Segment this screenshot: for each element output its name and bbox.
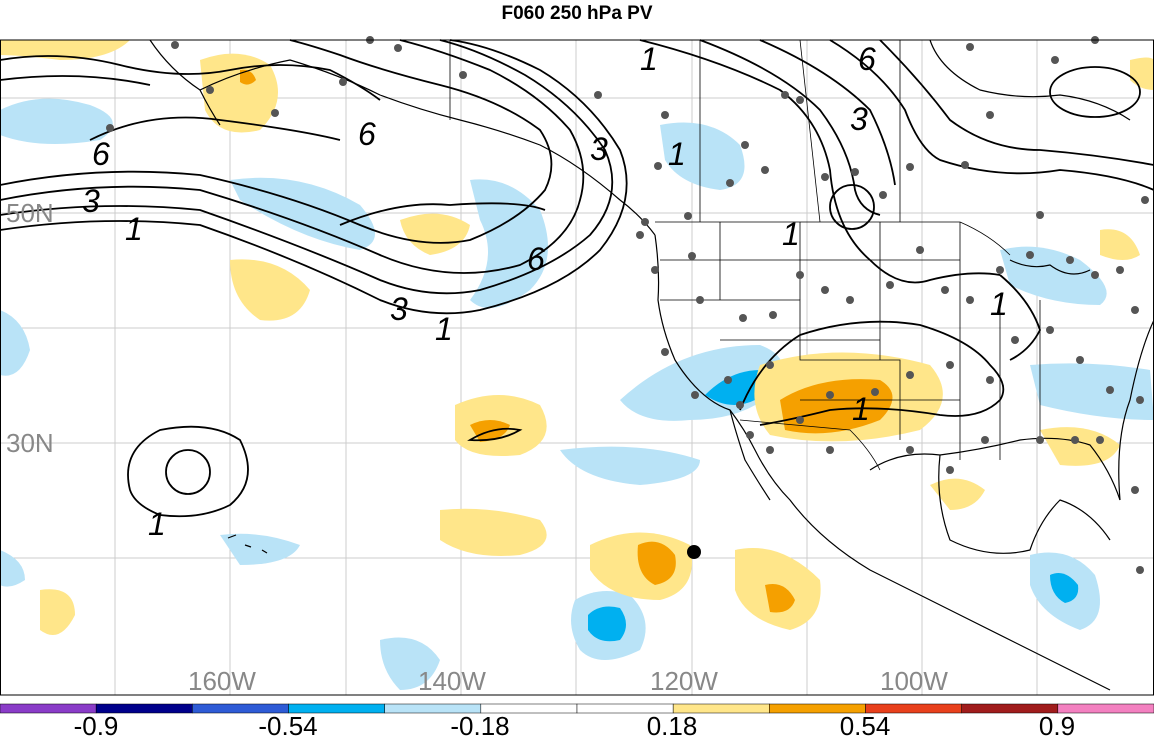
- contour-label: 1: [125, 211, 143, 247]
- neg-anomaly-region: [560, 446, 700, 485]
- colorbar-tick-label: 0.54: [840, 711, 891, 739]
- contour-label: 1: [668, 136, 686, 172]
- colorbar: [0, 703, 1154, 714]
- contour-label: 1: [990, 286, 1008, 322]
- neg-anomaly-core: [705, 370, 767, 405]
- contour-label: 6: [858, 41, 876, 77]
- contour-label: 3: [82, 183, 100, 219]
- map-area: [0, 40, 1154, 695]
- lon-label-160w: 160W: [188, 666, 256, 696]
- colorbar-swatch: [1057, 703, 1154, 714]
- pos-anomaly-core: [637, 541, 676, 585]
- station-dots: [106, 36, 1149, 574]
- neg-anomaly-region: [0, 550, 25, 587]
- contour-label: 3: [590, 131, 608, 167]
- colorbar-tick-label: -0.54: [258, 711, 317, 739]
- colorbar-tick-label: 0.9: [1039, 711, 1075, 739]
- contour-label: 6: [92, 136, 110, 172]
- pos-anomaly-region: [1100, 229, 1140, 260]
- pos-anomaly-region: [930, 478, 985, 510]
- colorbar-tick-label: 0.18: [647, 711, 698, 739]
- pos-anomaly-region: [200, 53, 278, 133]
- pos-anomaly-core: [780, 379, 893, 434]
- colorbar-tick-label: -0.9: [74, 711, 119, 739]
- contour-label: 1: [435, 311, 453, 347]
- neg-anomaly-core: [588, 606, 626, 642]
- contour-label-group: 1 6 3 6 3 1 6 3 1 6 3 1 1 1 1 1: [82, 41, 1008, 542]
- pos-anomaly-core: [240, 69, 256, 85]
- lon-label-140w: 140W: [418, 666, 486, 696]
- neg-anomaly-region: [1000, 246, 1107, 305]
- pv-contours: [0, 39, 1154, 518]
- neg-anomaly-region: [220, 533, 300, 565]
- neg-anomaly-region: [470, 179, 548, 308]
- contour-label: 3: [850, 101, 868, 137]
- neg-anomaly-region: [0, 310, 30, 376]
- lat-label-30n: 30N: [6, 428, 54, 458]
- pos-anomaly-region: [230, 259, 310, 321]
- contour-label: 1: [782, 216, 800, 252]
- neg-anomaly-core: [1050, 572, 1079, 603]
- contour-label: 1: [852, 391, 870, 427]
- pos-anomaly-region: [0, 40, 130, 60]
- political-borders: [449, 39, 1041, 471]
- contour-label: 3: [390, 291, 408, 327]
- map-title: F060 250 hPa PV: [501, 3, 653, 24]
- lon-label-120w: 120W: [650, 666, 718, 696]
- neg-anomaly-region: [660, 122, 745, 190]
- pos-anomaly-region: [40, 589, 75, 635]
- buoy-marker: [687, 545, 701, 559]
- contour-label: 1: [148, 506, 166, 542]
- colorbar-labels: -0.9 -0.54 -0.18 0.18 0.54 0.9: [74, 711, 1075, 739]
- coastlines: [149, 39, 1154, 691]
- neg-anomaly-region: [0, 98, 113, 144]
- neg-anomaly-region: [230, 177, 375, 250]
- neg-anomaly-region: [380, 637, 440, 690]
- pos-anomaly-region: [440, 508, 547, 556]
- neg-anomaly-region: [1030, 363, 1154, 420]
- contour-label: 6: [527, 241, 545, 277]
- contour-label: 1: [640, 41, 658, 77]
- lat-label-50n: 50N: [6, 198, 54, 228]
- pos-anomaly-core: [765, 584, 795, 613]
- lon-label-100w: 100W: [880, 666, 948, 696]
- contour-label: 6: [358, 116, 376, 152]
- pos-anomaly-region: [400, 213, 470, 255]
- colorbar-tick-label: -0.18: [450, 711, 509, 739]
